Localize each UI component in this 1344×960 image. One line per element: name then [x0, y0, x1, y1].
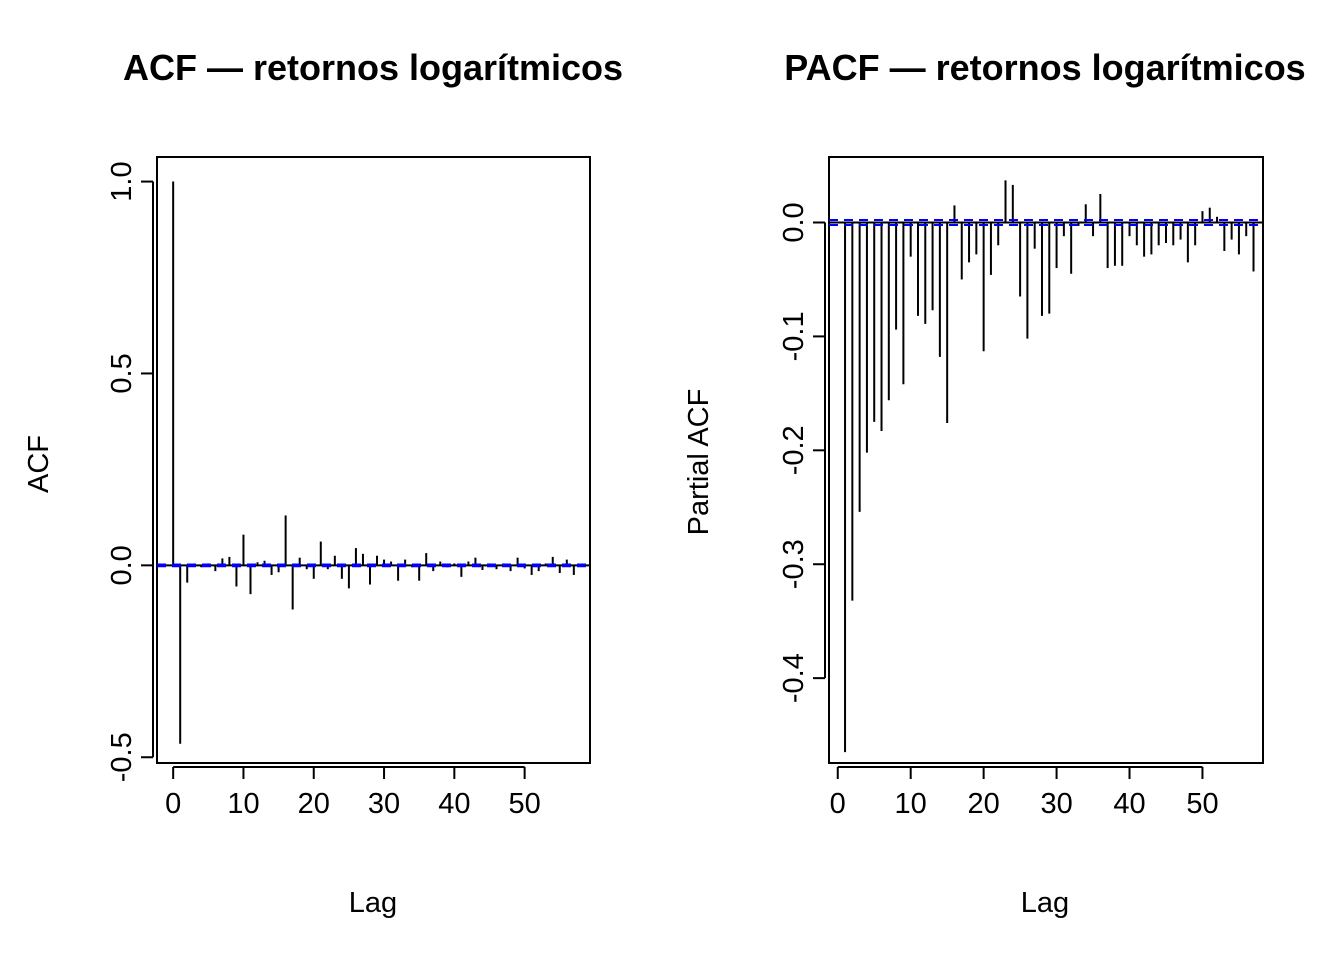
- acf-x-tick-label: 0: [165, 788, 181, 820]
- pacf-panel: PACF — retornos logarítmicos 0 10 20 30 40 50…: [683, 47, 1306, 919]
- acf-x-axis-label: Lag: [349, 887, 397, 919]
- acf-y-tick-label: -0.5: [106, 732, 138, 782]
- acf-x-axis: 0 10 20 30 40 50: [165, 766, 541, 820]
- pacf-x-tick-label: 20: [968, 788, 1000, 820]
- pacf-y-axis-label: Partial ACF: [683, 389, 715, 536]
- acf-x-tick-label: 30: [368, 788, 400, 820]
- acf-x-tick-label: 10: [227, 788, 259, 820]
- acf-panel: ACF — retornos logarítmicos 0 10 20 30 40 50 …: [23, 47, 623, 919]
- pacf-y-tick-label: -0.4: [778, 653, 810, 703]
- pacf-bars: [829, 180, 1263, 753]
- pacf-y-tick-label: -0.1: [778, 311, 810, 361]
- acf-y-tick-label: 0.5: [106, 353, 138, 393]
- pacf-y-tick-label: -0.3: [778, 539, 810, 589]
- pacf-y-tick-label: -0.2: [778, 425, 810, 475]
- acf-confidence-band: [157, 563, 590, 568]
- acf-x-tick-label: 50: [508, 788, 540, 820]
- acf-y-axis-label: ACF: [23, 435, 55, 493]
- acf-title: ACF — retornos logarítmicos: [123, 47, 623, 88]
- pacf-plot-frame: [828, 156, 1264, 764]
- pacf-title: PACF — retornos logarítmicos: [784, 47, 1305, 88]
- pacf-x-tick-label: 40: [1113, 788, 1145, 820]
- acf-x-tick-label: 40: [438, 788, 470, 820]
- pacf-x-tick-label: 50: [1186, 788, 1218, 820]
- acf-x-tick-label: 20: [298, 788, 330, 820]
- acf-y-axis: -0.5 0.0 0.5 1.0: [106, 161, 154, 782]
- pacf-x-tick-label: 0: [830, 788, 846, 820]
- pacf-x-axis: 0 10 20 30 40 50: [830, 766, 1219, 820]
- pacf-x-tick-label: 10: [895, 788, 927, 820]
- acf-bars: [157, 181, 590, 744]
- pacf-y-tick-label: 0.0: [778, 202, 810, 242]
- pacf-confidence-band: [829, 218, 1263, 227]
- pacf-y-axis: -0.4 -0.3 -0.2 -0.1 0.0: [778, 202, 826, 703]
- pacf-x-tick-label: 30: [1040, 788, 1072, 820]
- acf-plot-frame: [156, 156, 591, 764]
- acf-y-tick-label: 0.0: [106, 545, 138, 585]
- pacf-x-axis-label: Lag: [1021, 887, 1069, 919]
- acf-y-tick-label: 1.0: [106, 161, 138, 201]
